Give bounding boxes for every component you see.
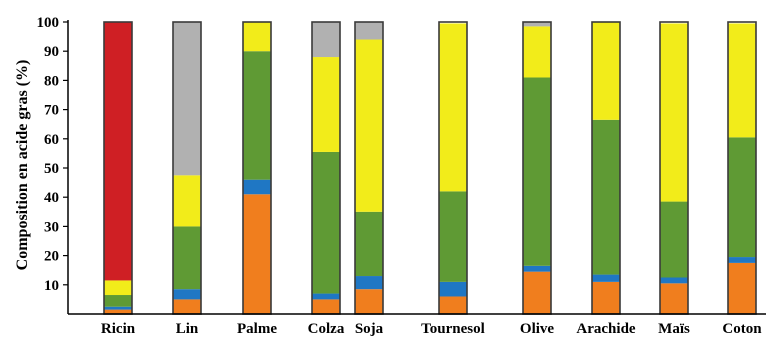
bar-segment-palme-3 — [243, 22, 271, 52]
y-tick-label-60: 60 — [44, 132, 59, 148]
y-axis-label-group: Composition en acide gras (%) — [14, 60, 31, 271]
bar-segment-tournesol-0 — [439, 296, 467, 314]
bar-stack-colza — [311, 21, 341, 315]
bar-segment-palme-0 — [243, 194, 271, 314]
x-category-label-colza: Colza — [308, 321, 345, 337]
y-tick-label-70: 70 — [44, 103, 59, 119]
bar-segment-soja-3 — [355, 39, 383, 212]
y-tick-label-40: 40 — [44, 190, 59, 206]
bar-segment-arachide-2 — [592, 119, 620, 275]
x-category-label-tournesol: Tournesol — [421, 321, 485, 337]
x-category-label-coton: Coton — [722, 321, 762, 337]
bar-stack-palme — [242, 21, 272, 315]
bar-segment-lin-2 — [173, 226, 201, 290]
bar-segment-ricin-0 — [104, 309, 132, 314]
y-tick-label-20: 20 — [44, 249, 59, 265]
bar-segment-coton-1 — [728, 257, 756, 263]
bar-segment-arachide-3 — [592, 22, 620, 120]
bar-segment-olive-0 — [523, 271, 551, 314]
bar-stack-soja — [354, 21, 384, 315]
bar-segment-colza-3 — [312, 57, 340, 152]
bar-segment-soja-4 — [355, 22, 383, 40]
bar-segment-tournesol-2 — [439, 191, 467, 282]
bar-segment-lin-3 — [173, 175, 201, 227]
bar-stack-coton — [727, 21, 757, 315]
x-category-label-olive: Olive — [520, 321, 555, 337]
y-tick-labels: 10 20 30 40 50 60 70 80 90 100 — [37, 15, 68, 294]
bar-segment-palme-1 — [243, 179, 271, 195]
bar-segment-palme-2 — [243, 51, 271, 180]
bar-segment-colza-2 — [312, 151, 340, 294]
bar-segment-colza-0 — [312, 299, 340, 314]
y-tick-label-10: 10 — [44, 278, 59, 294]
bar-segment-lin-0 — [173, 299, 201, 314]
bar-segment-olive-4 — [523, 22, 551, 27]
bar-segment-tournesol-3 — [439, 23, 467, 192]
y-tick-label-100: 100 — [37, 15, 60, 31]
bar-segment-soja-2 — [355, 211, 383, 277]
y-tick-label-90: 90 — [44, 44, 59, 60]
bar-segment-lin-4 — [173, 22, 201, 176]
bar-segment-tournesol-1 — [439, 281, 467, 297]
y-tick-label-30: 30 — [44, 219, 59, 235]
x-category-label-lin: Lin — [176, 321, 199, 337]
x-category-label-ricin: Ricin — [101, 321, 136, 337]
bar-segment-coton-3 — [728, 23, 756, 138]
y-axis-label: Composition en acide gras (%) — [14, 60, 31, 271]
x-category-label-maïs: Maïs — [658, 321, 690, 337]
bar-segment-ricin-5 — [104, 22, 132, 281]
bar-stack-lin — [172, 21, 202, 315]
x-category-labels: Ricin Lin Palme Colza Soja Tournesol Olive Arac… — [101, 321, 762, 337]
bar-segment-arachide-0 — [592, 281, 620, 314]
y-tick-label-80: 80 — [44, 73, 59, 89]
bar-segment-lin-1 — [173, 289, 201, 300]
bar-stack-tournesol — [438, 21, 468, 315]
bar-segment-colza-4 — [312, 22, 340, 58]
bar-segment-coton-0 — [728, 262, 756, 314]
y-tick-label-50: 50 — [44, 161, 59, 177]
bar-segment-ricin-2 — [104, 295, 132, 307]
bar-stack-olive — [522, 21, 552, 315]
bar-segment-maïs-1 — [660, 277, 688, 284]
bar-stack-maïs — [659, 21, 689, 315]
bar-segment-ricin-1 — [104, 306, 132, 310]
bar-stack-arachide — [591, 21, 621, 315]
bar-segment-maïs-0 — [660, 283, 688, 314]
bar-segment-arachide-1 — [592, 274, 620, 282]
bar-stack-ricin — [103, 21, 133, 315]
bar-segment-soja-0 — [355, 289, 383, 314]
bar-segment-olive-3 — [523, 26, 551, 78]
bar-segment-olive-2 — [523, 77, 551, 266]
bar-segment-maïs-3 — [660, 23, 688, 202]
bar-segment-olive-1 — [523, 265, 551, 272]
axes-layer — [67, 20, 766, 315]
bar-segment-soja-1 — [355, 276, 383, 290]
bar-segment-ricin-3 — [104, 280, 132, 296]
x-category-label-soja: Soja — [355, 321, 384, 337]
x-category-label-arachide: Arachide — [576, 321, 636, 337]
bars-layer — [103, 21, 757, 315]
bar-segment-colza-1 — [312, 293, 340, 300]
bar-segment-coton-2 — [728, 137, 756, 258]
bar-segment-maïs-2 — [660, 201, 688, 278]
x-category-label-palme: Palme — [237, 321, 277, 337]
